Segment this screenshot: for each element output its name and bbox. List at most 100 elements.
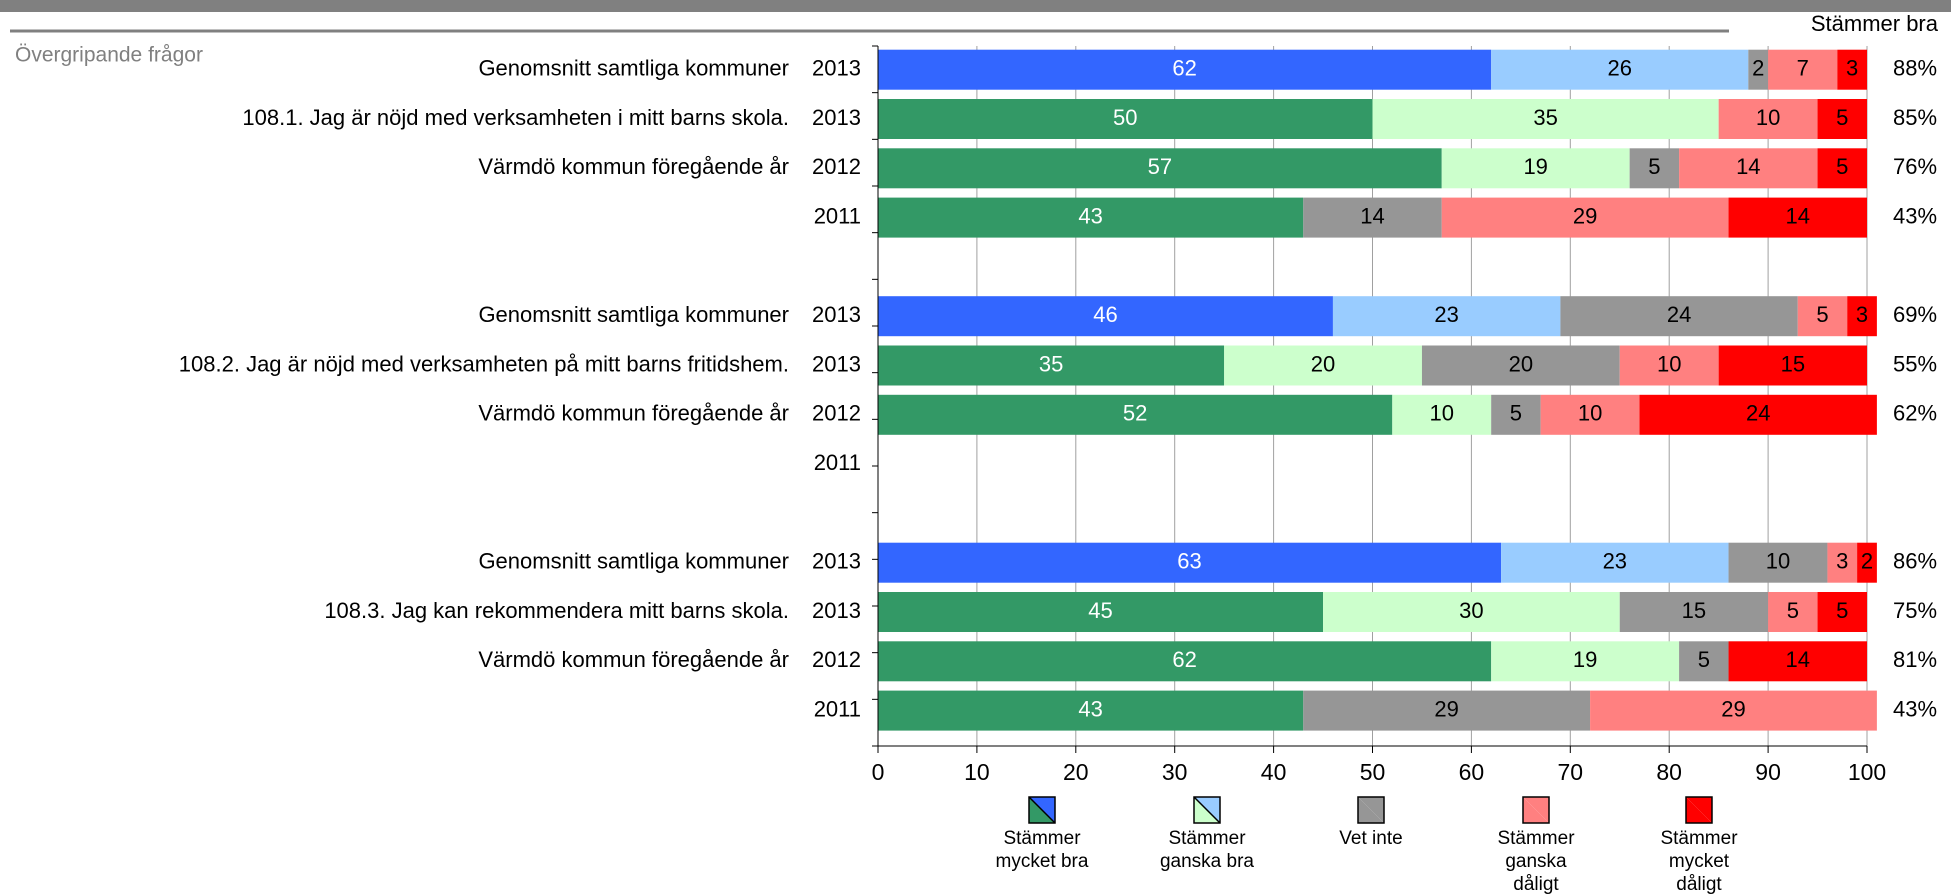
x-tick-label: 60 [1459,759,1485,785]
legend-label: Stämmer mycket bra [995,828,1089,872]
segment-label: 3 [1846,56,1858,81]
bar-segment [878,394,1393,435]
bar-segment [1797,296,1848,337]
segment-label: 35 [1039,351,1063,376]
segment-label: 5 [1510,401,1522,426]
segment-label: 2 [1752,56,1764,81]
bar-segment [878,592,1324,632]
row-label: 108.1. Jag är nöjd med verksamheten i mi… [242,105,789,130]
segment-label: 57 [1148,154,1172,179]
x-tick-label: 50 [1360,759,1386,785]
segment-label: 5 [1816,302,1828,327]
bar-segment [1323,592,1620,632]
bar-segment [1748,49,1769,90]
row-label: Genomsnitt samtliga kommuner [478,549,789,574]
row-label: Värmdö kommun föregående år [478,154,789,179]
row-total: 86% [1893,549,1937,574]
x-tick-label: 20 [1063,759,1089,785]
bar-segment [1718,99,1818,139]
x-tick-label: 90 [1755,759,1781,785]
segment-label: 45 [1088,598,1112,623]
segment-label: 19 [1573,647,1597,672]
segment-label: 46 [1093,302,1117,327]
x-tick-label: 10 [964,759,990,785]
segment-label: 2 [1861,549,1873,574]
segment-label: 23 [1434,302,1458,327]
row-year: 2013 [812,56,861,81]
bar-segment [1421,345,1620,386]
bar-segment [1728,197,1867,238]
legend-label: Stämmer ganska bra [1159,828,1254,872]
segment-label: 10 [1766,549,1790,574]
bar-segment [1817,99,1867,139]
row-year: 2013 [812,549,861,574]
bar-segment [1817,148,1867,189]
segment-label: 14 [1786,203,1810,228]
row-label: 108.3. Jag kan rekommendera mitt barns s… [324,598,789,623]
segment-label: 23 [1603,549,1627,574]
bar-segment [1303,197,1442,238]
x-tick-label: 80 [1656,759,1682,785]
legend-swatch-border [1028,796,1056,824]
bar-segment [1718,345,1867,386]
top-bar [0,0,1951,12]
bar-segment [1619,345,1719,386]
segment-label: 29 [1434,696,1458,721]
bar-segment [878,641,1492,682]
legend-swatch [1686,797,1712,823]
segment-label: 20 [1311,351,1335,376]
bar-segment [1728,542,1828,583]
x-tick-label: 40 [1261,759,1287,785]
segment-label: 30 [1459,598,1483,623]
segment-label: 3 [1836,549,1848,574]
row-total: 43% [1893,696,1937,721]
segment-label: 5 [1698,647,1710,672]
segment-label: 5 [1787,598,1799,623]
legend-swatch-border [1357,796,1385,824]
segment-label: 14 [1360,203,1384,228]
segment-label: 7 [1797,56,1809,81]
row-year: 2012 [812,647,861,672]
bar-segment [1817,592,1867,632]
legend-swatch [1523,797,1549,823]
row-total: 43% [1893,203,1937,228]
segment-label: 62 [1172,56,1196,81]
segment-label: 14 [1786,647,1810,672]
segment-label: 43 [1078,696,1102,721]
legend-swatch-border [1522,796,1550,824]
segment-label: 15 [1682,598,1706,623]
bar-segment [1619,592,1769,632]
bar-segment [1837,49,1867,90]
bar-segment [1639,394,1877,435]
bar-segment [878,148,1442,189]
row-year: 2012 [812,401,861,426]
segment-label: 62 [1172,647,1196,672]
row-label: 108.2. Jag är nöjd med verksamheten på m… [179,351,789,376]
bar-segment [1847,296,1877,337]
x-tick-label: 100 [1848,759,1886,785]
segment-label: 52 [1123,401,1147,426]
bar-segment [878,99,1373,139]
segment-label: 24 [1746,401,1770,426]
bar-segment [878,197,1304,238]
bar-segment [1768,49,1838,90]
bar-segment [1590,690,1877,731]
row-total: 62% [1893,401,1937,426]
bar-segment [1679,148,1818,189]
row-year: 2012 [812,154,861,179]
row-total: 88% [1893,56,1937,81]
bar-segment [1540,394,1640,435]
bar-segment [1679,641,1729,682]
bar-segment [1491,641,1680,682]
section-title: Övergripande frågor [15,44,203,67]
segment-label: 26 [1608,56,1632,81]
x-tick-label: 70 [1558,759,1584,785]
legend-swatch-border [1685,796,1713,824]
segment-label: 10 [1429,401,1453,426]
bar-segment [878,49,1492,90]
legend-label: Vet inte [1339,828,1403,849]
segment-label: 29 [1721,696,1745,721]
chart: Övergripande frågor Stämmer bra 0 10 20 30 4… [0,0,1951,824]
total-header: Stämmer bra [1811,11,1939,36]
